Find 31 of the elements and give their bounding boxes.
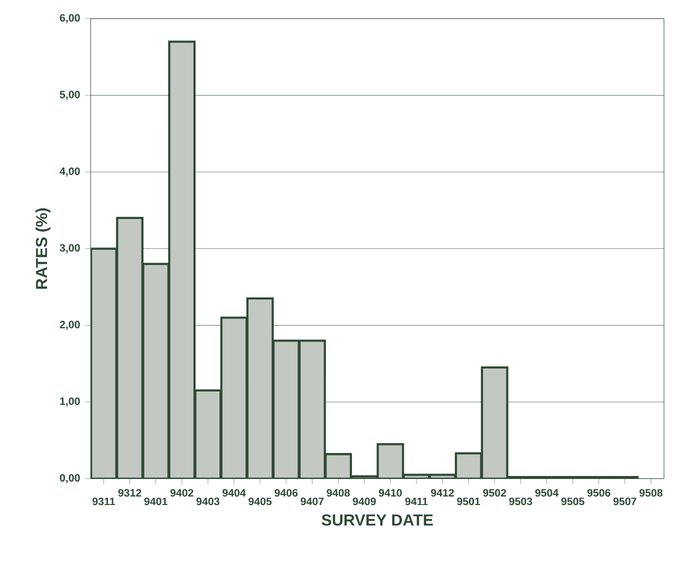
x-tick-label: 9406 xyxy=(274,489,298,497)
x-tick-label: 9411 xyxy=(405,498,428,506)
y-tick-label: 6,00 xyxy=(60,14,80,24)
x-tick-label: 9408 xyxy=(326,489,350,497)
y-tick-label: 1,00 xyxy=(60,398,80,407)
x-tick-label: 9405 xyxy=(248,498,272,506)
x-tick-label: 9311 xyxy=(92,498,115,506)
y-tick-label: 0,00 xyxy=(60,474,80,484)
x-tick-label: 9507 xyxy=(613,498,636,506)
x-tick-label: 9506 xyxy=(587,489,610,497)
x-axis-title: SURVEY DATE xyxy=(322,514,433,526)
x-tick-label: 9501 xyxy=(457,498,480,506)
x-tick-label: 9312 xyxy=(118,489,142,497)
x-tick-label: 9402 xyxy=(170,489,194,497)
x-tick-label: 9505 xyxy=(561,498,584,506)
y-tick-label: 5,00 xyxy=(60,90,80,100)
y-tick-label: 4,00 xyxy=(60,168,80,177)
x-tick-label: 9502 xyxy=(483,489,506,497)
x-tick-label: 9503 xyxy=(509,498,532,506)
y-axis-title: RATES (%) xyxy=(35,208,50,289)
x-tick-label: 9404 xyxy=(222,489,246,497)
x-tick-label: 9504 xyxy=(535,489,559,497)
x-tick-label: 9403 xyxy=(196,498,220,506)
y-tick-label: 2,00 xyxy=(60,320,80,330)
x-tick-label: 9412 xyxy=(431,489,454,497)
x-tick-label: 9401 xyxy=(144,498,168,506)
y-tick-label: 3,00 xyxy=(60,244,80,254)
x-tick-label: 9508 xyxy=(639,489,662,497)
x-tick-label: 9409 xyxy=(352,498,376,506)
x-tick-label: 9407 xyxy=(300,498,324,506)
x-tick-label: 9410 xyxy=(378,489,402,497)
